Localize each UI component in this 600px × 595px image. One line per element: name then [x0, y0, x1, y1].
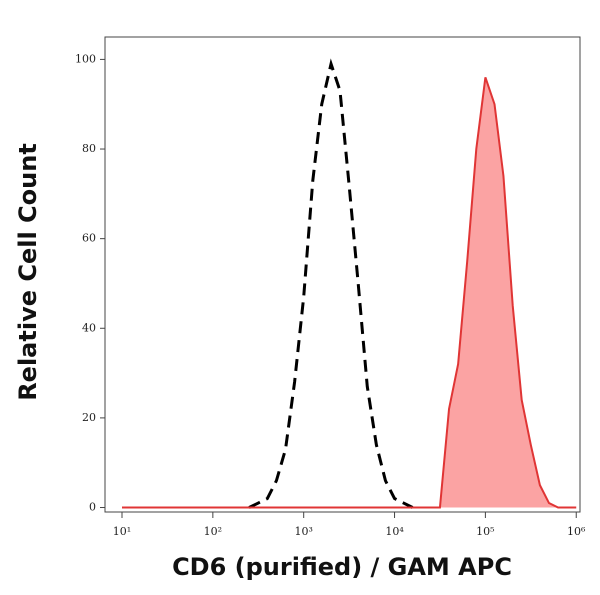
y-tick-label: 40: [82, 321, 96, 334]
y-tick-label: 100: [75, 52, 96, 65]
plot-frame: [104, 36, 581, 513]
y-axis-label: Relative Cell Count: [14, 143, 42, 401]
y-tick-label: 80: [82, 142, 96, 155]
x-axis-label: CD6 (purified) / GAM APC: [172, 553, 512, 581]
histogram-fill: [121, 77, 577, 508]
histogram-line: [248, 58, 414, 509]
y-tick-label: 20: [82, 411, 96, 424]
x-tick-label: 10³: [294, 525, 312, 538]
histogram-line: [121, 77, 577, 509]
y-tick-label: 0: [89, 501, 96, 514]
x-tick-label: 10²: [204, 525, 222, 538]
x-tick-label: 10¹: [113, 525, 131, 538]
x-tick-label: 10⁴: [385, 525, 404, 538]
y-tick-label: 60: [82, 232, 96, 245]
x-tick-label: 10⁵: [476, 525, 494, 538]
x-tick-label: 10⁶: [567, 525, 586, 538]
